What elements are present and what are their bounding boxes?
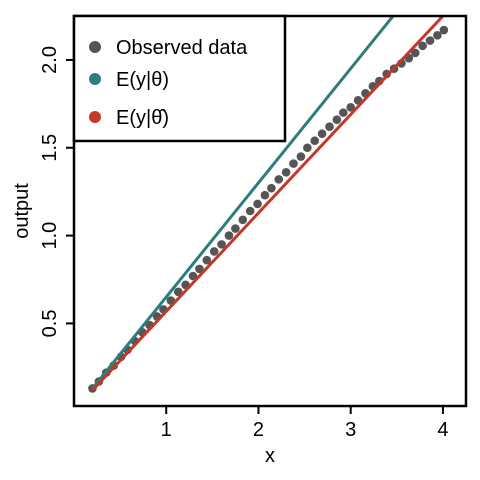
observed-point [439, 25, 449, 35]
observed-point [346, 103, 356, 112]
y-tick-label: 1.0 [39, 222, 61, 250]
observed-point [317, 129, 327, 138]
legend-marker-theta-hat [89, 111, 101, 123]
observed-point [202, 255, 212, 265]
observed-point [245, 206, 255, 216]
x-tick-label: 1 [161, 419, 172, 441]
observed-point [325, 122, 334, 131]
observed-point [410, 48, 420, 58]
legend: Observed data E(y|θ) E(y|θ̂) [72, 14, 287, 143]
legend-box [72, 14, 287, 143]
observed-point [281, 168, 291, 177]
observed-point [267, 183, 276, 193]
observed-point [209, 247, 219, 256]
observed-point [238, 215, 248, 225]
observed-point [303, 143, 312, 153]
legend-marker-theta [89, 73, 101, 85]
observed-point [433, 31, 442, 40]
observed-point [310, 136, 320, 146]
observed-point [339, 108, 348, 117]
legend-label-theta-hat: E(y|θ̂) [116, 107, 169, 129]
y-tick-label: 2.0 [39, 46, 61, 74]
observed-point [274, 175, 284, 184]
observed-point [217, 240, 226, 249]
x-tick-label: 2 [253, 419, 264, 441]
observed-point [296, 152, 306, 161]
observed-point [418, 41, 427, 51]
observed-point [173, 287, 183, 297]
observed-point [289, 159, 298, 168]
observed-point [224, 231, 234, 240]
observed-point [195, 264, 204, 274]
observed-point [188, 271, 198, 281]
observed-point [425, 36, 435, 45]
line-e-theta [91, 16, 395, 390]
observed-point [253, 199, 262, 209]
observed-point [231, 224, 240, 233]
x-axis: 1 2 3 4 [161, 406, 449, 441]
lines-layer [91, 16, 445, 392]
x-axis-title: x [265, 445, 275, 467]
x-tick-label: 4 [437, 419, 448, 441]
y-tick-label: 0.5 [39, 310, 61, 338]
y-tick-label: 1.5 [39, 134, 61, 162]
observed-point [260, 190, 270, 200]
y-axis: 0.5 1.0 1.5 2.0 [39, 46, 74, 337]
legend-marker-observed [89, 41, 101, 53]
line-e-theta-hat [91, 16, 445, 392]
legend-label-theta: E(y|θ) [116, 69, 169, 91]
observed-point [332, 115, 342, 124]
legend-label-observed: Observed data [116, 37, 248, 59]
x-tick-label: 3 [345, 419, 356, 441]
y-axis-title: output [11, 183, 33, 239]
